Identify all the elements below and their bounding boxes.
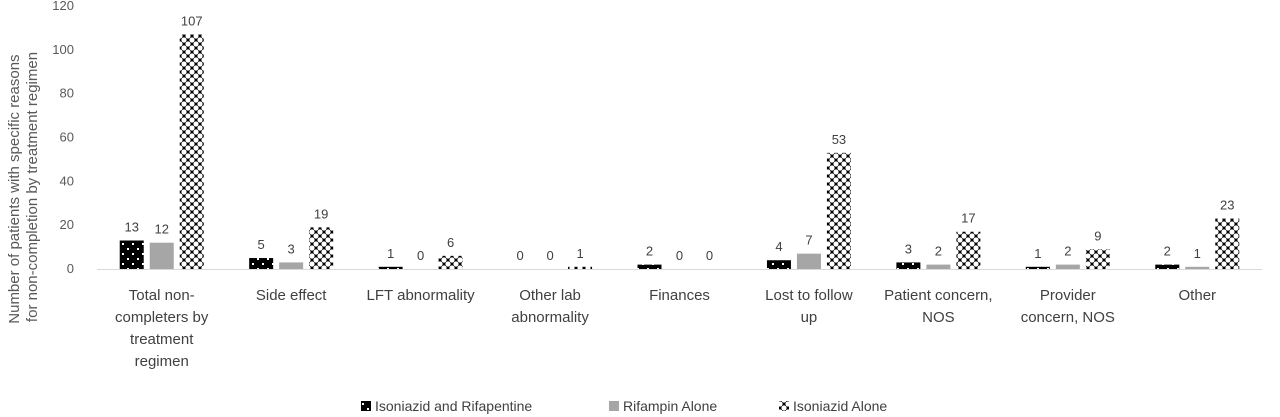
data-label: 12 (154, 222, 168, 237)
data-label: 0 (546, 248, 553, 263)
data-label: 23 (1220, 198, 1234, 213)
x-category-label-line: Lost to follow (765, 287, 853, 304)
data-label: 0 (706, 248, 713, 263)
x-category-label: Lost to follow up (765, 287, 853, 326)
x-category-label-line: NOS (922, 309, 955, 326)
y-axis: 0 20 40 60 80 100 120 (52, 0, 74, 276)
x-category-label: Other lab abnormality (511, 287, 589, 326)
x-category-label-line: completers by (115, 309, 209, 326)
x-category-label-line: Total non- (129, 287, 195, 304)
x-category-label-line: concern, NOS (1021, 309, 1115, 326)
data-label: 0 (676, 248, 683, 263)
bar (796, 253, 821, 269)
bar (179, 34, 204, 269)
y-tick-label: 100 (52, 42, 74, 57)
legend: Isoniazid and Rifapentine Rifampin Alone I… (361, 398, 887, 414)
data-label: 3 (905, 241, 912, 256)
bar (896, 262, 921, 269)
data-label: 107 (181, 13, 203, 28)
bar (149, 242, 174, 269)
x-category-label: Side effect (256, 287, 327, 304)
bar (1155, 264, 1180, 269)
x-category-label: Provider concern, NOS (1021, 287, 1115, 326)
x-category-label: LFT abnormality (367, 287, 476, 304)
data-label: 53 (832, 132, 846, 147)
x-category-label: Patient concern, NOS (884, 287, 992, 326)
x-category-label-line: up (801, 309, 818, 326)
y-tick-label: 120 (52, 0, 74, 13)
x-category-label-line: Provider (1040, 287, 1096, 304)
legend-label: Isoniazid Alone (793, 398, 887, 414)
bar (1085, 249, 1110, 269)
data-label: 6 (447, 235, 454, 250)
y-axis-title-line-2: for non-completion by treatment regimen (24, 52, 41, 322)
y-tick-label: 80 (60, 86, 74, 101)
bar (1185, 266, 1210, 269)
data-label: 0 (417, 248, 424, 263)
bar (438, 255, 463, 269)
x-category-label-line: regimen (135, 353, 189, 370)
legend-swatch (361, 401, 371, 411)
legend-swatch (609, 401, 619, 411)
y-tick-label: 60 (60, 130, 74, 145)
data-label: 1 (1194, 246, 1201, 261)
y-tick-label: 40 (60, 173, 74, 188)
data-label: 0 (516, 248, 523, 263)
x-category-label-line: treatment (130, 331, 194, 348)
data-label: 2 (646, 244, 653, 259)
y-axis-title: Number of patients with specific reasons… (6, 50, 41, 323)
x-category-label: Finances (649, 287, 710, 304)
x-category-label: Total non-completers by treatment regimen (115, 287, 209, 370)
data-label: 4 (775, 239, 782, 254)
x-category-label-line: Other (1179, 287, 1217, 304)
data-label: 2 (1164, 244, 1171, 259)
bar (309, 227, 334, 269)
data-label: 2 (935, 244, 942, 259)
bar (378, 266, 403, 269)
bar (926, 264, 951, 269)
x-category-label-line: Side effect (256, 287, 327, 304)
bar (568, 266, 593, 269)
data-label: 1 (576, 246, 583, 261)
bar (766, 260, 791, 269)
data-label: 9 (1094, 228, 1101, 243)
x-category-label-line: Finances (649, 287, 710, 304)
y-tick-label: 0 (67, 261, 74, 276)
data-label: 17 (961, 211, 975, 226)
data-label: 2 (1064, 244, 1071, 259)
data-label: 5 (258, 237, 265, 252)
bar (249, 258, 274, 269)
data-label: 7 (805, 233, 812, 248)
y-axis-title-line-1: Number of patients with specific reasons (6, 54, 23, 323)
data-label: 1 (1034, 246, 1041, 261)
y-tick-label: 20 (60, 217, 74, 232)
legend-label: Isoniazid and Rifapentine (375, 398, 532, 414)
x-category-label: Other (1179, 287, 1217, 304)
bar (637, 264, 662, 269)
x-category-label-line: Other lab (519, 287, 581, 304)
bar (956, 231, 981, 269)
bar (826, 152, 851, 269)
bar (1025, 266, 1050, 269)
legend-swatch (779, 401, 789, 411)
legend-label: Rifampin Alone (623, 398, 717, 414)
data-label: 13 (124, 220, 138, 235)
x-category-label-line: LFT abnormality (367, 287, 476, 304)
bar (119, 240, 144, 269)
data-label: 1 (387, 246, 394, 261)
data-label: 19 (314, 206, 328, 221)
x-category-label-line: abnormality (511, 309, 589, 326)
bar (279, 262, 304, 269)
x-category-label-line: Patient concern, (884, 287, 992, 304)
bar (1055, 264, 1080, 269)
bar (1215, 218, 1240, 269)
x-axis: Total non-completers by treatment regimen S… (115, 287, 1216, 370)
data-label: 3 (288, 241, 295, 256)
